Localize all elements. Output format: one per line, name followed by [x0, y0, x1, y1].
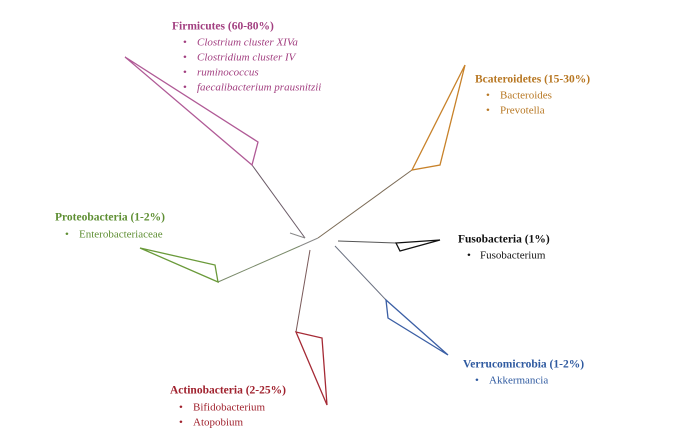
branch — [217, 245, 301, 283]
clade-item: ruminococcus — [197, 67, 259, 79]
clade-title: Fusobacteria (1%) — [458, 234, 550, 246]
clade-title: Actinobacteria (2-25%) — [170, 385, 286, 397]
clade-item: Bacteroides — [500, 90, 552, 102]
bullet: • — [179, 402, 183, 414]
clade-item: Prevotella — [500, 105, 545, 117]
clade-triangle — [139, 247, 219, 284]
clade-item: Enterobacteriaceae — [79, 229, 163, 241]
bullet: • — [65, 229, 69, 241]
branch — [251, 164, 306, 239]
bullet: • — [486, 90, 490, 102]
clade-item: Fusobacterium — [480, 250, 546, 262]
branch — [289, 232, 306, 239]
branch — [295, 249, 311, 333]
branch — [317, 169, 413, 239]
clade-triangle — [294, 331, 328, 406]
clade-item: Akkermancia — [489, 375, 548, 387]
clade-item: Atopobium — [193, 417, 244, 429]
clade-triangle — [124, 56, 259, 167]
bullet: • — [183, 37, 187, 49]
clade-item: faecalibacterium prausnitzii — [197, 82, 321, 94]
bullet: • — [183, 67, 187, 79]
bullet: • — [467, 250, 471, 262]
clade-title: Firmicutes (60-80%) — [172, 21, 274, 33]
bullet: • — [486, 105, 490, 117]
clade-triangle — [385, 298, 449, 356]
clade-item: Bifidobacterium — [193, 402, 266, 414]
clade-item: Clostrium cluster XIVa — [197, 37, 298, 49]
bullet: • — [183, 82, 187, 94]
branch — [334, 245, 387, 301]
clade-triangle — [394, 239, 441, 252]
clade-triangle — [410, 64, 466, 171]
bullet: • — [183, 52, 187, 64]
branches — [217, 164, 413, 333]
bullet: • — [475, 375, 479, 387]
branch — [337, 240, 397, 244]
clade-title: Verrucomicrobia (1-2%) — [463, 359, 584, 371]
branch — [299, 237, 319, 247]
clade-item: Clostridium cluster IV — [197, 52, 297, 64]
bullet: • — [179, 417, 183, 429]
clade-title: Proteobacteria (1-2%) — [55, 212, 165, 224]
clade-title: Bcateroidetes (15-30%) — [475, 74, 590, 86]
